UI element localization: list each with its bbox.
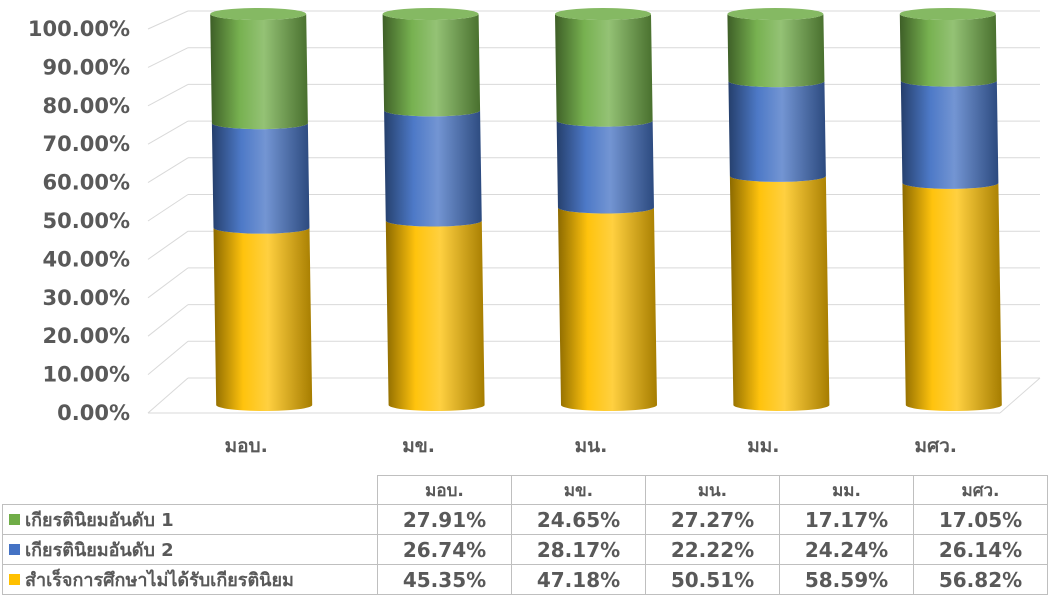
table-cell: 27.27% — [645, 504, 780, 535]
row-label: เกียรตินิยมอันดับ 1 — [2, 504, 378, 535]
bar-segment — [211, 123, 310, 234]
table-row: สำเร็จการศึกษาไม่ได้รับเกียรตินิยม 45.35… — [2, 564, 1048, 595]
table-cell: 22.22% — [645, 534, 780, 565]
table-header-cell: มข. — [511, 475, 646, 505]
gridline-side — [147, 10, 189, 30]
cylinder-cap — [727, 8, 824, 20]
data-table: มอบ. มข. มน. มม. มศว. เกียรตินิยมอันดับ … — [2, 475, 1048, 595]
bar-segment — [382, 14, 481, 117]
row-label: สำเร็จการศึกษาไม่ได้รับเกียรตินิยม — [2, 564, 378, 595]
bar-segment — [557, 207, 657, 411]
table-cell: 24.24% — [779, 534, 914, 565]
table-header-row: มอบ. มข. มน. มม. มศว. — [2, 475, 1048, 505]
cylinder-cap — [382, 8, 479, 20]
table-cell: 26.14% — [913, 534, 1048, 565]
y-tick-label: 40.00% — [43, 247, 130, 271]
y-tick-label: 50.00% — [43, 209, 130, 233]
bar-segment — [385, 220, 485, 411]
x-tick-label: มศว. — [915, 435, 957, 457]
legend-key-icon — [9, 514, 20, 525]
y-tick-label: 70.00% — [43, 132, 130, 156]
table-cell: 56.82% — [913, 564, 1048, 595]
bar-segment — [384, 110, 482, 227]
bar-segment — [899, 13, 997, 87]
row-label: เกียรตินิยมอันดับ 2 — [2, 534, 378, 565]
table-cell: 47.18% — [511, 564, 646, 595]
cylinder — [727, 8, 830, 411]
table-row: เกียรตินิยมอันดับ 2 26.74% 28.17% 22.22%… — [2, 534, 1048, 565]
table-header-cell: มอบ. — [377, 475, 512, 505]
table-row: เกียรตินิยมอันดับ 1 27.91% 24.65% 27.27%… — [2, 504, 1048, 535]
y-tick-label: 0.00% — [57, 401, 130, 425]
floor-edge — [999, 377, 1041, 414]
table-cell: 26.74% — [377, 534, 512, 565]
table-cell: 28.17% — [511, 534, 646, 565]
x-tick-label: มน. — [575, 435, 608, 457]
gridline-side — [147, 47, 189, 68]
cylinder — [210, 8, 313, 412]
table-cell: 45.35% — [377, 564, 512, 595]
table-cell: 24.65% — [511, 504, 646, 535]
cylinder — [555, 8, 657, 411]
cylinder-cap — [210, 8, 307, 20]
stacked-cylinder-chart: 0.00% 10.00% 20.00% 30.00% 40.00% 50.00% 60.00… — [28, 7, 1041, 457]
bar-segment — [728, 81, 826, 182]
y-tick-label: 60.00% — [43, 171, 130, 195]
x-tick-label: มม. — [747, 435, 779, 457]
bar-segment — [556, 120, 654, 214]
gridline-side — [147, 304, 189, 337]
series-name: สำเร็จการศึกษาไม่ได้รับเกียรตินิยม — [25, 570, 294, 591]
bar-segment — [727, 14, 825, 88]
table-header-cell: มม. — [779, 475, 914, 505]
cylinder — [382, 8, 485, 411]
gridline-side — [147, 194, 189, 222]
y-tick-label: 90.00% — [43, 55, 130, 79]
y-tick-label: 100.00% — [28, 17, 130, 41]
gridline-side — [147, 83, 189, 107]
bar-segment — [902, 182, 1002, 411]
bar-segment — [900, 80, 999, 189]
gridline-side — [147, 340, 189, 375]
gridline-side — [147, 157, 189, 184]
table-corner — [2, 475, 378, 505]
gridline-side — [147, 267, 189, 299]
table-cell: 50.51% — [645, 564, 780, 595]
table-cell: 58.59% — [779, 564, 914, 595]
legend-key-icon — [9, 574, 20, 585]
bar-segment — [555, 14, 653, 127]
gridline-side — [147, 377, 189, 414]
y-tick-label: 30.00% — [43, 286, 130, 310]
gridline-side — [147, 120, 189, 145]
cylinder-cap — [899, 7, 996, 20]
bar-segment — [213, 227, 313, 412]
y-tick-label: 10.00% — [43, 363, 130, 387]
gridline-side — [147, 230, 189, 260]
cylinder-cap — [555, 8, 651, 20]
bar-segment — [210, 14, 308, 130]
cylinder — [899, 7, 1002, 411]
table-cell: 27.91% — [377, 504, 512, 535]
table-header-cell: มน. — [645, 475, 780, 505]
y-tick-label: 20.00% — [43, 324, 130, 348]
bar-segment — [729, 175, 830, 411]
table-cell: 17.05% — [913, 504, 1048, 535]
table-cell: 17.17% — [779, 504, 914, 535]
series-name: เกียรตินิยมอันดับ 1 — [25, 510, 174, 531]
legend-key-icon — [9, 544, 20, 555]
series-name: เกียรตินิยมอันดับ 2 — [25, 540, 174, 561]
x-tick-label: มข. — [402, 435, 435, 457]
table-header-cell: มศว. — [913, 475, 1048, 505]
y-tick-label: 80.00% — [43, 94, 130, 118]
x-tick-label: มอบ. — [225, 435, 268, 457]
